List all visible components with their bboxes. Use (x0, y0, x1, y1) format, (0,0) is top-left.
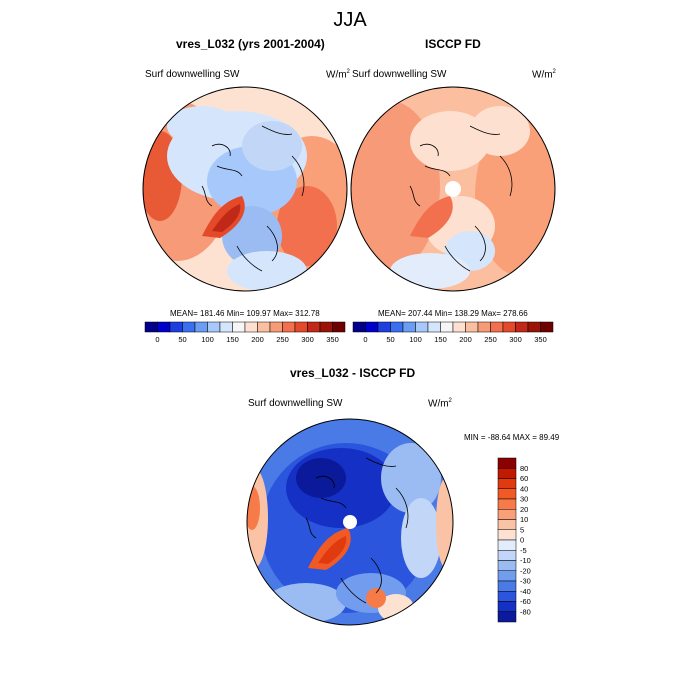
colorbar-box (232, 321, 246, 333)
colorbar-box (540, 321, 554, 333)
colorbar-tick-label: -80 (520, 607, 531, 616)
colorbar-box (497, 560, 517, 571)
colorbar-model: 0 50 100 150 200 250 300 350 (144, 321, 346, 344)
colorbar-box (502, 321, 516, 333)
colorbar-tick-label: 350 (326, 335, 339, 344)
colorbar-tick-label: 0 (363, 335, 367, 344)
colorbar-obs: 0 50 100 150 200 250 300 350 (352, 321, 554, 344)
colorbar-box (527, 321, 541, 333)
figure-title: JJA (333, 9, 367, 31)
stats-obs: MEAN= 207.44 Min= 138.29 Max= 278.66 (378, 309, 528, 318)
variable-label-model: Surf downwelling SW (145, 69, 240, 80)
panel-title-model: vres_L032 (yrs 2001-2004) (176, 37, 325, 51)
colorbar-tick-label: 150 (434, 335, 447, 344)
colorbar-box (365, 321, 379, 333)
colorbar-box (497, 478, 517, 489)
colorbar-tick-label: 40 (520, 484, 528, 493)
colorbar-box (415, 321, 429, 333)
colorbar-tick-label: 10 (520, 515, 528, 524)
colorbar-tick-label: 300 (301, 335, 314, 344)
colorbar-tick-label: 300 (509, 335, 522, 344)
colorbar-box (257, 321, 271, 333)
stats-model: MEAN= 181.46 Min= 109.97 Max= 312.78 (170, 309, 320, 318)
colorbar-box (207, 321, 221, 333)
colorbar-tick-label: 80 (520, 464, 528, 473)
colorbar-tick-label: -20 (520, 566, 531, 575)
colorbar-box (497, 570, 517, 582)
colorbar-box (219, 321, 233, 333)
colorbar-box (452, 321, 466, 333)
colorbar-box (144, 321, 158, 333)
colorbar-box (515, 321, 529, 333)
map-model (142, 86, 348, 292)
colorbar-box (157, 321, 171, 333)
colorbar-box (307, 321, 321, 333)
colorbar-tick-label: 0 (155, 335, 159, 344)
colorbar-box (269, 321, 283, 333)
stats-diff: MIN = -88.64 MAX = 89.49 (464, 433, 560, 442)
colorbar-box (182, 321, 196, 333)
variable-label-obs: Surf downwelling SW (352, 69, 447, 80)
colorbar-box (497, 468, 517, 479)
units-label-obs: W/m2 (532, 69, 556, 81)
colorbar-box (497, 529, 517, 541)
colorbar-box (194, 321, 208, 333)
colorbar-box (294, 321, 308, 333)
colorbar-tick-label: 150 (226, 335, 239, 344)
colorbar-box (497, 509, 517, 520)
panel-title-obs: ISCCP FD (425, 37, 481, 51)
units-label-model: W/m2 (326, 69, 350, 81)
colorbar-box (497, 580, 517, 592)
colorbar-tick-label: 250 (276, 335, 289, 344)
colorbar-box (244, 321, 258, 333)
panel-title-diff: vres_L032 - ISCCP FD (290, 366, 416, 380)
colorbar-box (319, 321, 333, 333)
colorbar-tick-label: 5 (520, 525, 524, 534)
map-obs (350, 86, 556, 292)
map-diff (246, 418, 454, 626)
colorbar-tick-label: 20 (520, 505, 528, 514)
colorbar-box (497, 519, 517, 530)
variable-label-diff: Surf downwelling SW (248, 398, 343, 409)
colorbar-tick-label: 250 (484, 335, 497, 344)
colorbar-box (332, 321, 346, 333)
colorbar-box (402, 321, 416, 333)
colorbar-box (490, 321, 504, 333)
colorbar-tick-label: 0 (520, 536, 524, 545)
colorbar-tick-label: -40 (520, 587, 531, 596)
colorbar-tick-label: 200 (459, 335, 472, 344)
colorbar-tick-label: 100 (409, 335, 422, 344)
colorbar-box (497, 591, 517, 602)
colorbar-box (427, 321, 441, 333)
colorbar-tick-label: -5 (520, 546, 527, 555)
colorbar-tick-label: -10 (520, 556, 531, 565)
colorbar-box (440, 321, 454, 333)
colorbar-box (497, 498, 517, 510)
colorbar-box (465, 321, 479, 333)
colorbar-box (477, 321, 491, 333)
colorbar-box (497, 457, 517, 469)
colorbar-box (282, 321, 296, 333)
colorbar-box (352, 321, 366, 333)
units-label-diff: W/m2 (428, 398, 452, 410)
colorbar-box (497, 611, 517, 623)
colorbar-tick-label: 50 (178, 335, 186, 344)
colorbar-box (497, 488, 517, 500)
colorbar-box (377, 321, 391, 333)
colorbar-box (169, 321, 183, 333)
colorbar-tick-label: -60 (520, 597, 531, 606)
colorbar-box (390, 321, 404, 333)
colorbar-tick-label: 100 (201, 335, 214, 344)
colorbar-tick-label: 60 (520, 474, 528, 483)
colorbar-tick-label: 30 (520, 495, 528, 504)
colorbar-box (497, 550, 517, 561)
colorbar-tick-label: -30 (520, 577, 531, 586)
colorbar-box (497, 539, 517, 551)
colorbar-tick-label: 50 (386, 335, 394, 344)
colorbar-tick-label: 200 (251, 335, 264, 344)
colorbar-box (497, 601, 517, 612)
colorbar-tick-label: 350 (534, 335, 547, 344)
